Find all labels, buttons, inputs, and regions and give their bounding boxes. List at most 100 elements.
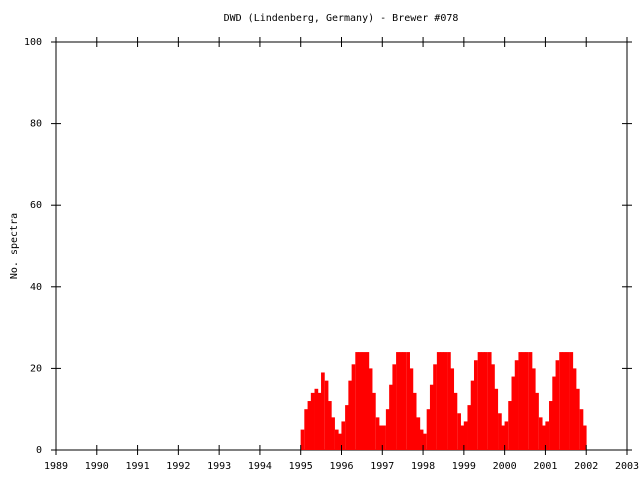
bar	[463, 421, 468, 450]
x-tick-label: 2001	[533, 461, 557, 472]
bar	[443, 352, 448, 450]
bar	[504, 421, 509, 450]
bar	[361, 352, 366, 450]
bar	[321, 372, 325, 450]
bar	[508, 401, 512, 450]
bar	[559, 352, 563, 450]
bar	[470, 380, 475, 450]
x-tick-label: 1997	[370, 461, 394, 472]
bar	[524, 352, 529, 450]
x-tick-label: 1998	[411, 461, 435, 472]
bar	[365, 352, 370, 450]
bar	[487, 352, 492, 450]
x-tick-label: 1995	[289, 461, 313, 472]
bar	[378, 425, 383, 450]
bar	[552, 376, 556, 450]
bar	[565, 352, 570, 450]
x-tick-label: 2000	[493, 461, 517, 472]
y-tick-label: 20	[30, 363, 42, 374]
bar	[307, 401, 312, 450]
bar	[334, 429, 339, 450]
bar	[511, 376, 516, 450]
bar	[331, 417, 335, 450]
bar	[429, 384, 434, 450]
x-tick-label: 1990	[85, 461, 109, 472]
bar	[575, 388, 580, 450]
bar	[409, 368, 414, 450]
bar	[453, 392, 458, 450]
bar	[406, 352, 410, 450]
bar	[477, 352, 482, 450]
y-tick-label: 40	[30, 282, 42, 293]
bar	[416, 417, 421, 450]
bar	[518, 352, 523, 450]
bar	[314, 388, 319, 450]
bar	[491, 364, 495, 450]
bar	[351, 364, 356, 450]
bar	[484, 352, 488, 450]
bar	[582, 425, 587, 450]
x-tick-label: 1994	[248, 461, 272, 472]
x-tick-label: 1989	[44, 461, 68, 472]
bar	[355, 352, 359, 450]
bar	[368, 368, 373, 450]
bar	[562, 352, 567, 450]
bar	[569, 352, 574, 450]
bar	[436, 352, 441, 450]
bar	[358, 352, 363, 450]
bar	[317, 392, 322, 450]
bar	[545, 421, 550, 450]
bar	[467, 405, 472, 450]
bar	[419, 429, 424, 450]
bar	[426, 409, 431, 450]
bar	[440, 352, 444, 450]
bar	[460, 425, 465, 450]
chart-title: DWD (Lindenberg, Germany) - Brewer #078	[224, 13, 459, 24]
bar	[304, 409, 309, 450]
bar	[579, 409, 584, 450]
bar	[300, 429, 305, 450]
y-tick-label: 60	[30, 200, 42, 211]
bar	[392, 364, 397, 450]
bar	[535, 392, 539, 450]
bar	[531, 368, 536, 450]
bar	[382, 425, 386, 450]
bar	[412, 392, 417, 450]
x-tick-label: 1992	[166, 461, 190, 472]
bar	[423, 433, 427, 450]
bar	[450, 368, 455, 450]
y-tick-label: 100	[24, 37, 42, 48]
bar	[433, 364, 437, 450]
bar	[341, 421, 346, 450]
plot-frame	[55, 41, 628, 451]
bar	[549, 401, 553, 450]
bar	[501, 425, 506, 450]
bar	[399, 352, 404, 450]
bar	[327, 401, 332, 450]
bar	[572, 368, 577, 450]
bar	[494, 388, 499, 450]
bar	[480, 352, 485, 450]
bar	[310, 392, 315, 450]
y-tick-label: 80	[30, 119, 42, 130]
y-tick-label: 0	[36, 445, 42, 456]
bar	[555, 360, 560, 450]
x-tick-label: 2003	[615, 461, 639, 472]
bar	[375, 417, 380, 450]
x-tick-label: 1993	[207, 461, 231, 472]
bar	[385, 409, 390, 450]
bar	[396, 352, 400, 450]
bar	[348, 380, 353, 450]
bar	[521, 352, 526, 450]
bar	[528, 352, 533, 450]
bar	[402, 352, 407, 450]
bar	[338, 433, 342, 450]
bar	[447, 352, 451, 450]
x-tick-label: 1996	[329, 461, 353, 472]
x-tick-label: 1991	[126, 461, 150, 472]
bar	[473, 360, 478, 450]
y-axis-label: No. spectra	[9, 213, 20, 279]
bar	[345, 405, 349, 450]
x-tick-label: 1999	[452, 461, 476, 472]
